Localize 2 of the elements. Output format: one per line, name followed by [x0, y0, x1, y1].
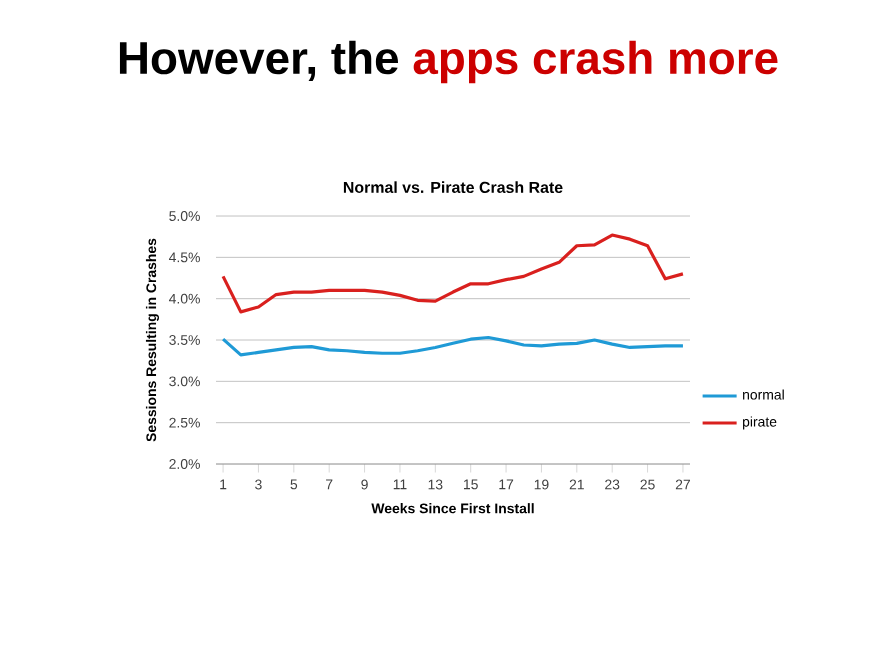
- text: However, the: [119, 40, 399, 81]
- text: apps crash more: [413, 40, 778, 84]
